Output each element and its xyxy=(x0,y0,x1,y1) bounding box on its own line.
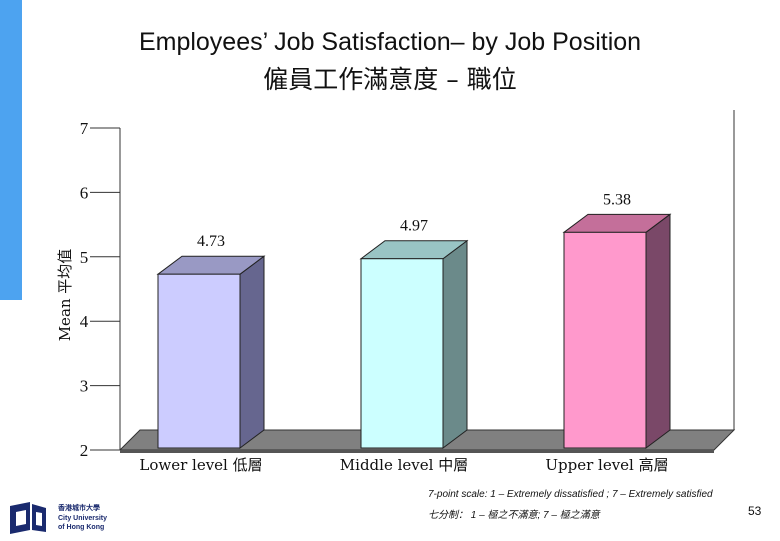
chart-title-chinese: 僱員工作滿意度 – 職位 xyxy=(263,65,517,94)
y-axis-label: Mean 平均值 xyxy=(56,249,74,342)
chart-title-english: Employees’ Job Satisfaction– by Job Posi… xyxy=(138,28,642,56)
bar-front-2 xyxy=(563,231,647,449)
page-number: 53 xyxy=(748,504,762,518)
chart-bars xyxy=(156,213,672,449)
scale-note-english: 7-point scale: 1 – Extremely dissatisfie… xyxy=(428,489,713,500)
x-tick-label-1: Middle level 中層 xyxy=(340,456,468,474)
scale-note-chinese: 七分制： 1 – 極之不滿意; 7 – 極之滿意 xyxy=(428,510,600,521)
y-tick-label: 3 xyxy=(80,377,89,396)
bar-front-0 xyxy=(157,273,241,449)
left-accent-bar xyxy=(0,0,22,300)
bar-side-1 xyxy=(442,239,468,449)
bar-side-0 xyxy=(239,255,265,449)
y-tick-label: 5 xyxy=(80,248,89,267)
chart-labels: 2 3 4 5 6 7 Mean 平均值 4.73 Lower level 低層 4.97 Midd… xyxy=(56,119,669,474)
cityu-logo-icon xyxy=(10,502,46,534)
y-tick-label: 2 xyxy=(80,441,89,460)
x-tick-label-0: Lower level 低層 xyxy=(139,456,262,474)
x-tick-label-2: Upper level 高層 xyxy=(545,456,668,474)
bar-front-1 xyxy=(360,258,444,449)
data-label-0: 4.73 xyxy=(197,233,225,250)
y-tick-label: 4 xyxy=(80,312,89,331)
chart-floor-edge xyxy=(120,450,714,453)
logo-text-chinese: 香港城市大學 xyxy=(58,505,100,512)
logo-text-line3: of Hong Kong xyxy=(58,524,105,531)
data-label-2: 5.38 xyxy=(603,191,631,208)
logo-text-line2: City University xyxy=(58,515,108,522)
y-tick-label: 6 xyxy=(80,183,89,202)
university-logo: 香港城市大學 City University of Hong Kong xyxy=(6,500,116,536)
y-tick-label: 7 xyxy=(80,119,89,138)
data-label-1: 4.97 xyxy=(400,218,428,235)
bar-side-2 xyxy=(645,213,671,449)
